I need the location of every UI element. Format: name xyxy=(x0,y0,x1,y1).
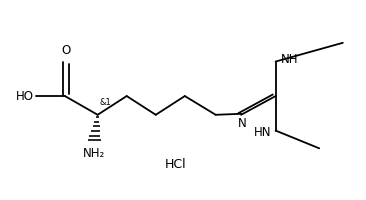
Text: HCl: HCl xyxy=(165,158,187,171)
Text: HN: HN xyxy=(254,126,271,139)
Text: &1: &1 xyxy=(100,98,111,107)
Text: HO: HO xyxy=(16,90,34,103)
Text: NH: NH xyxy=(281,53,299,66)
Text: NH₂: NH₂ xyxy=(83,147,105,160)
Text: O: O xyxy=(61,44,71,57)
Text: N: N xyxy=(238,117,246,130)
